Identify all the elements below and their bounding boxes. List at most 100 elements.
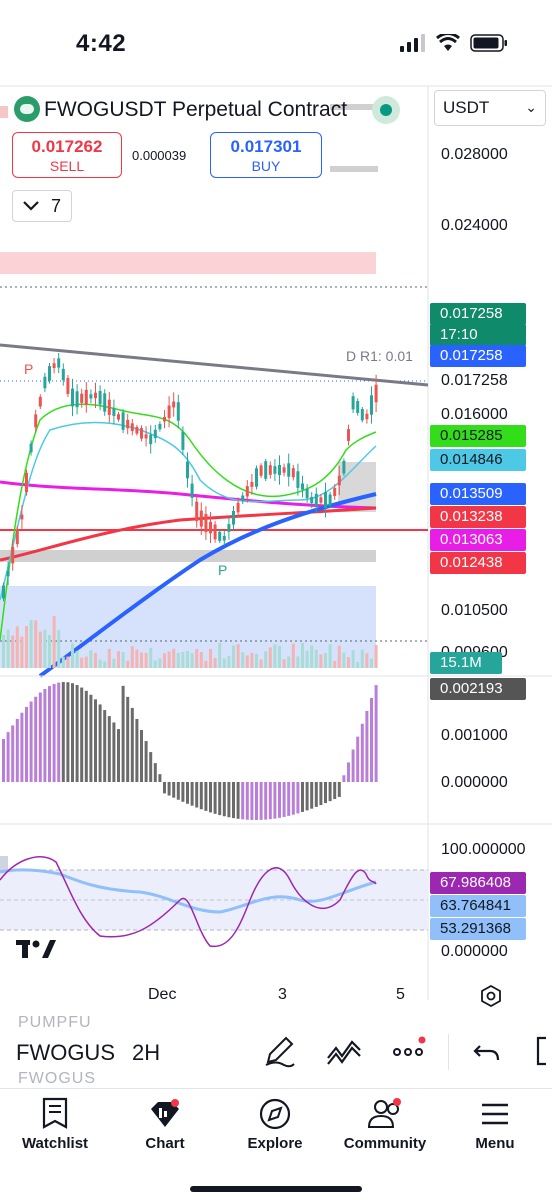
candle-body [259,465,263,476]
volume-bar [328,644,332,668]
candle-body [310,497,314,503]
macd-bar [282,782,286,817]
macd-bar [176,782,180,800]
settings-icon[interactable] [480,985,502,1007]
nav-community[interactable]: Community [330,1089,440,1152]
candle-body [328,494,332,506]
candle-body [278,464,281,476]
candle-body [356,401,360,413]
volume-bar [245,655,249,668]
chart-toolbar [0,1012,552,1088]
macd-bar [245,782,249,820]
candle-body [126,419,130,429]
volume-bar [144,652,148,668]
nav-explore[interactable]: Explore [220,1089,330,1152]
interval-selector[interactable]: 2H [132,1040,161,1065]
candle-body [163,416,166,422]
candle-body [347,429,350,441]
volume-bar [301,642,304,668]
candle-body [245,486,249,497]
candle-body [130,423,134,432]
indicators-icon[interactable] [326,1034,362,1068]
candle-body [282,467,286,473]
candle-body [250,481,254,487]
macd-bar [11,725,15,782]
macd-bar [71,683,74,782]
nav-menu[interactable]: Menu [440,1089,550,1152]
nav-watchlist[interactable]: Watchlist [0,1089,110,1152]
symbol-header[interactable]: FWOGUSDT Perpetual Contract [0,92,347,128]
volume-bar [25,626,28,668]
symbol-title[interactable]: FWOGUSDT Perpetual Contract [44,98,348,121]
volume-bar [176,652,180,668]
macd-bar [356,736,360,782]
indicator-toggle[interactable]: 7 [12,190,72,222]
sell-label: SELL [49,158,85,174]
symbol-selector[interactable]: FWOGUS [16,1040,115,1065]
chevron-down-icon: ⌄ [525,99,537,115]
volume-bar [218,642,222,668]
candle-body [218,531,222,541]
macd-bar [324,782,327,804]
volume-bar [112,658,116,668]
macd-bar [328,782,332,802]
ma-red-tag: 0.013238 [430,506,526,528]
volume-bar [135,649,139,668]
volume-bar [241,652,245,668]
volume-bar [107,648,111,668]
volume-bar [121,652,125,668]
candle-body [6,570,10,577]
price-tag: 0.017258 [430,345,526,367]
candle-body [268,465,272,475]
chart-canvas[interactable]: P P D R1: 0.01 [0,0,552,1020]
macd-bar [199,782,203,810]
tradingview-logo-icon [16,936,56,967]
nav-chart[interactable]: Chart [110,1089,220,1152]
svg-text:P: P [218,562,227,578]
volume-bar [89,650,93,668]
macd-bar [6,732,10,782]
macd-bar [351,749,355,782]
undo-icon[interactable] [472,1034,502,1068]
community-icon [367,1098,401,1128]
candle-body [43,376,47,389]
volume-bar [236,644,240,668]
volume-bar [259,659,263,668]
currency-select[interactable]: USDT ⌄ [434,90,546,126]
volume-bar [20,636,24,668]
volume-bar [342,652,346,668]
candle-body [149,434,153,445]
fullscreen-icon[interactable] [534,1034,552,1068]
pen-icon[interactable] [262,1034,296,1068]
candle-body [374,384,378,403]
macd-bar [15,718,19,782]
volume-bar [140,652,143,668]
volume-bar [268,647,272,668]
macd-bar [273,782,277,819]
candle-body [222,535,226,541]
macd-tick: 0.000000 [441,774,508,791]
price-tick: 0.016000 [441,406,508,423]
price-tick: 0.028000 [441,146,508,163]
macd-bar [195,782,199,808]
candle-body [291,468,295,478]
sell-button[interactable]: 0.017262 SELL [12,132,122,178]
volume-bar [190,653,194,668]
macd-bar [135,718,139,782]
candle-body [204,514,208,533]
macd-bar [126,696,130,782]
more-options-icon[interactable] [392,1034,426,1068]
macd-bar [264,782,268,820]
macd-bar [268,782,272,820]
candle-body [75,391,79,408]
candle-body [213,524,217,540]
candle-body [66,378,70,394]
indicator-count: 7 [50,195,61,216]
buy-button[interactable]: 0.017301 BUY [210,132,322,178]
macd-bar [20,712,24,782]
nav-label: Explore [247,1135,303,1152]
rsi-ma2-tag: 53.291368 [430,918,526,940]
wifi-icon [436,34,460,51]
candle-body [48,366,51,381]
candle-body [337,475,341,486]
